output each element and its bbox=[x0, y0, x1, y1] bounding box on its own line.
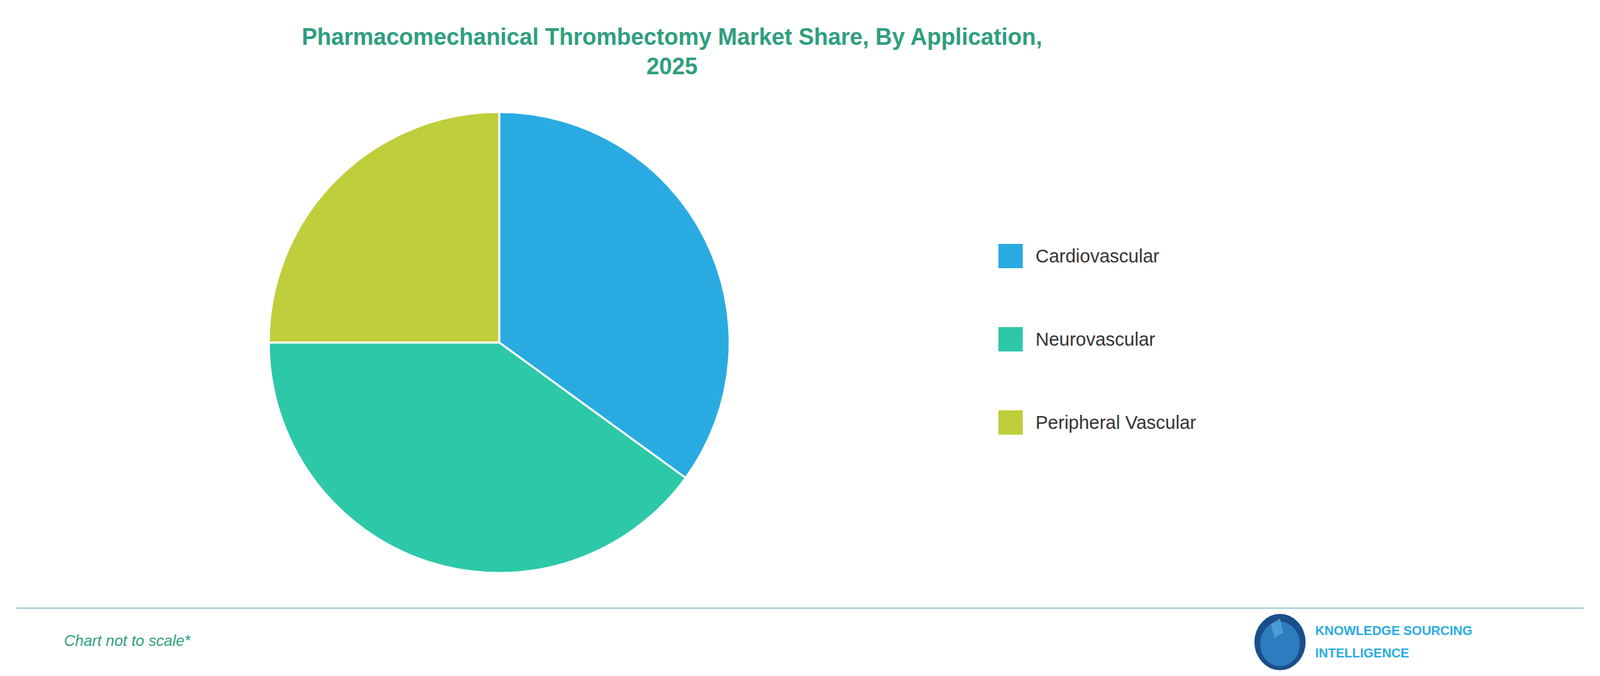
legend-label: Neurovascular bbox=[1035, 328, 1156, 350]
logo-icon bbox=[1254, 613, 1306, 671]
pie-slice bbox=[268, 342, 686, 573]
pie bbox=[268, 112, 730, 573]
legend-label: Peripheral Vascular bbox=[1035, 412, 1197, 433]
logo-text: INTELLIGENCE bbox=[1315, 645, 1410, 660]
legend-swatch bbox=[998, 410, 1023, 435]
legend-label: Cardiovascular bbox=[1035, 245, 1160, 267]
background bbox=[0, 0, 1600, 676]
legend-swatch bbox=[998, 243, 1023, 269]
legend-swatch bbox=[998, 327, 1023, 352]
separator bbox=[16, 607, 1584, 609]
logo-highlight bbox=[1271, 618, 1284, 639]
chart: Pharmacomechanical Thrombectomy Market S… bbox=[0, 0, 1600, 676]
pie-slice bbox=[268, 112, 500, 343]
legend: Cardiovascular Neurovascular Peripheral Va… bbox=[998, 243, 1197, 435]
logo-outer bbox=[1254, 613, 1306, 671]
title: Pharmacomechanical Thrombectomy Market S… bbox=[301, 23, 1042, 80]
footer: Chart not to scale* bbox=[64, 631, 191, 649]
logo-text: KNOWLEDGE SOURCING bbox=[1315, 623, 1473, 638]
